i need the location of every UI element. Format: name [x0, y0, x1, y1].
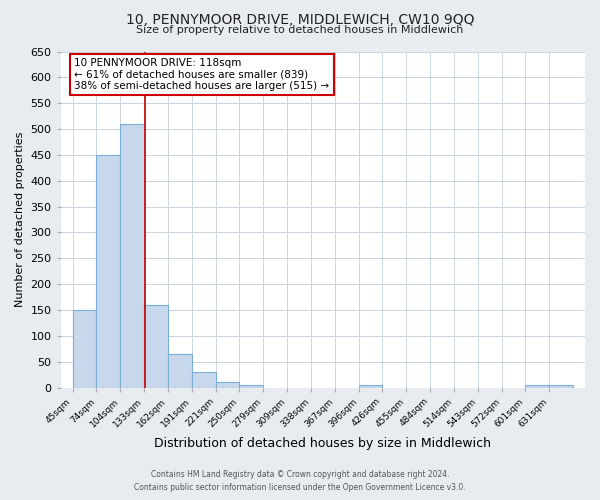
Bar	[120, 124, 144, 388]
Bar	[239, 385, 263, 388]
Bar	[549, 385, 573, 388]
Bar	[97, 155, 120, 388]
Text: Size of property relative to detached houses in Middlewich: Size of property relative to detached ho…	[136, 25, 464, 35]
Bar	[168, 354, 192, 388]
Bar	[73, 310, 97, 388]
Text: 10 PENNYMOOR DRIVE: 118sqm
← 61% of detached houses are smaller (839)
38% of sem: 10 PENNYMOOR DRIVE: 118sqm ← 61% of deta…	[74, 58, 329, 91]
Bar	[359, 385, 382, 388]
Bar	[144, 305, 168, 388]
Bar	[215, 382, 239, 388]
Text: Contains HM Land Registry data © Crown copyright and database right 2024.
Contai: Contains HM Land Registry data © Crown c…	[134, 470, 466, 492]
Bar	[526, 385, 549, 388]
X-axis label: Distribution of detached houses by size in Middlewich: Distribution of detached houses by size …	[154, 437, 491, 450]
Bar	[192, 372, 215, 388]
Y-axis label: Number of detached properties: Number of detached properties	[15, 132, 25, 307]
Text: 10, PENNYMOOR DRIVE, MIDDLEWICH, CW10 9QQ: 10, PENNYMOOR DRIVE, MIDDLEWICH, CW10 9Q…	[126, 12, 474, 26]
